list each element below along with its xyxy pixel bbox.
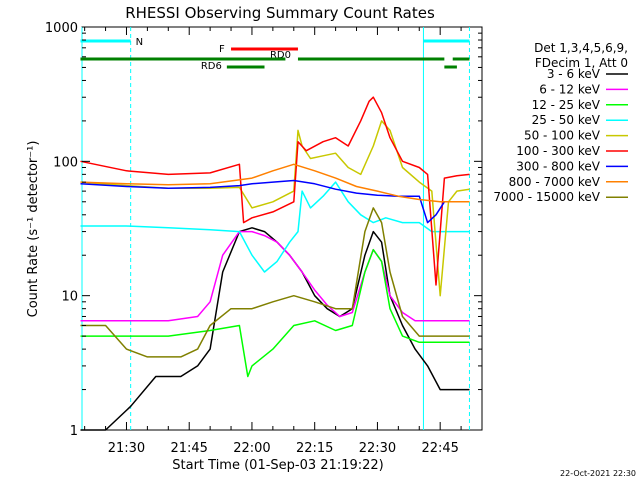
series-line-3 [80, 181, 470, 273]
legend-entry-label-0: 3 - 6 keV [547, 67, 601, 81]
x-tick-label: 22:45 [421, 441, 458, 456]
x-tick-label: 22:30 [359, 441, 396, 456]
legend-entry-label-4: 50 - 100 keV [524, 129, 601, 143]
y-axis-label: Count Rate (s⁻¹ detector⁻¹) [26, 141, 41, 318]
legend-entry-label-7: 800 - 7000 keV [509, 175, 601, 189]
plot-frame [81, 26, 483, 431]
x-tick-label: 22:15 [296, 441, 333, 456]
state-bar-label-6: RD6 [201, 61, 222, 72]
x-tick-label: 22:00 [233, 441, 270, 456]
y-tick-label: 1 [70, 424, 78, 439]
state-bars: N F RD0 RD6 [80, 37, 470, 72]
legend-entry-label-1: 6 - 12 keV [539, 82, 601, 96]
x-tick-label: 21:30 [108, 441, 145, 456]
series-line-2 [80, 248, 470, 378]
legend-header-line-1: FDecim 1, Att 0 [535, 56, 628, 70]
series-lines [80, 96, 470, 431]
series-line-4 [80, 120, 470, 297]
chart-title: RHESSI Observing Summary Count Rates [125, 4, 435, 22]
legend-entry-label-3: 25 - 50 keV [532, 113, 601, 127]
legend-entry-label-6: 300 - 800 keV [516, 159, 600, 173]
y-tick-label: 10 [61, 290, 78, 305]
legend-entry-label-2: 12 - 25 keV [532, 98, 601, 112]
series-line-5 [80, 96, 470, 286]
y-tick-label: 100 [53, 155, 78, 170]
state-bar-label-3: RD0 [270, 50, 291, 61]
legend-entry-label-5: 100 - 300 keV [516, 144, 600, 158]
series-line-7 [80, 163, 470, 203]
legend: Det 1,3,4,5,6,9,FDecim 1, Att 03 - 6 keV… [493, 41, 628, 204]
series-line-8 [80, 207, 470, 358]
vertical-markers [81, 27, 470, 430]
x-tick-label: 21:45 [170, 441, 207, 456]
legend-header-line-0: Det 1,3,4,5,6,9, [534, 41, 628, 55]
state-bar-label-0: N [136, 37, 143, 48]
y-tick-label: 1000 [45, 21, 78, 36]
y-axis: 1 10 100 1000 [45, 21, 482, 439]
x-axis: 21:30 21:45 22:00 22:15 22:30 22:45 [84, 27, 483, 456]
series-line-1 [80, 230, 470, 322]
state-bar-label-2: F [219, 44, 225, 55]
series-line-6 [80, 179, 470, 224]
x-axis-label: Start Time (01-Sep-03 21:19:22) [172, 458, 383, 473]
legend-entry-label-8: 7000 - 15000 keV [493, 190, 600, 204]
footer-date: 22-Oct-2021 22:30 [560, 469, 636, 478]
series-line-0 [80, 227, 470, 431]
